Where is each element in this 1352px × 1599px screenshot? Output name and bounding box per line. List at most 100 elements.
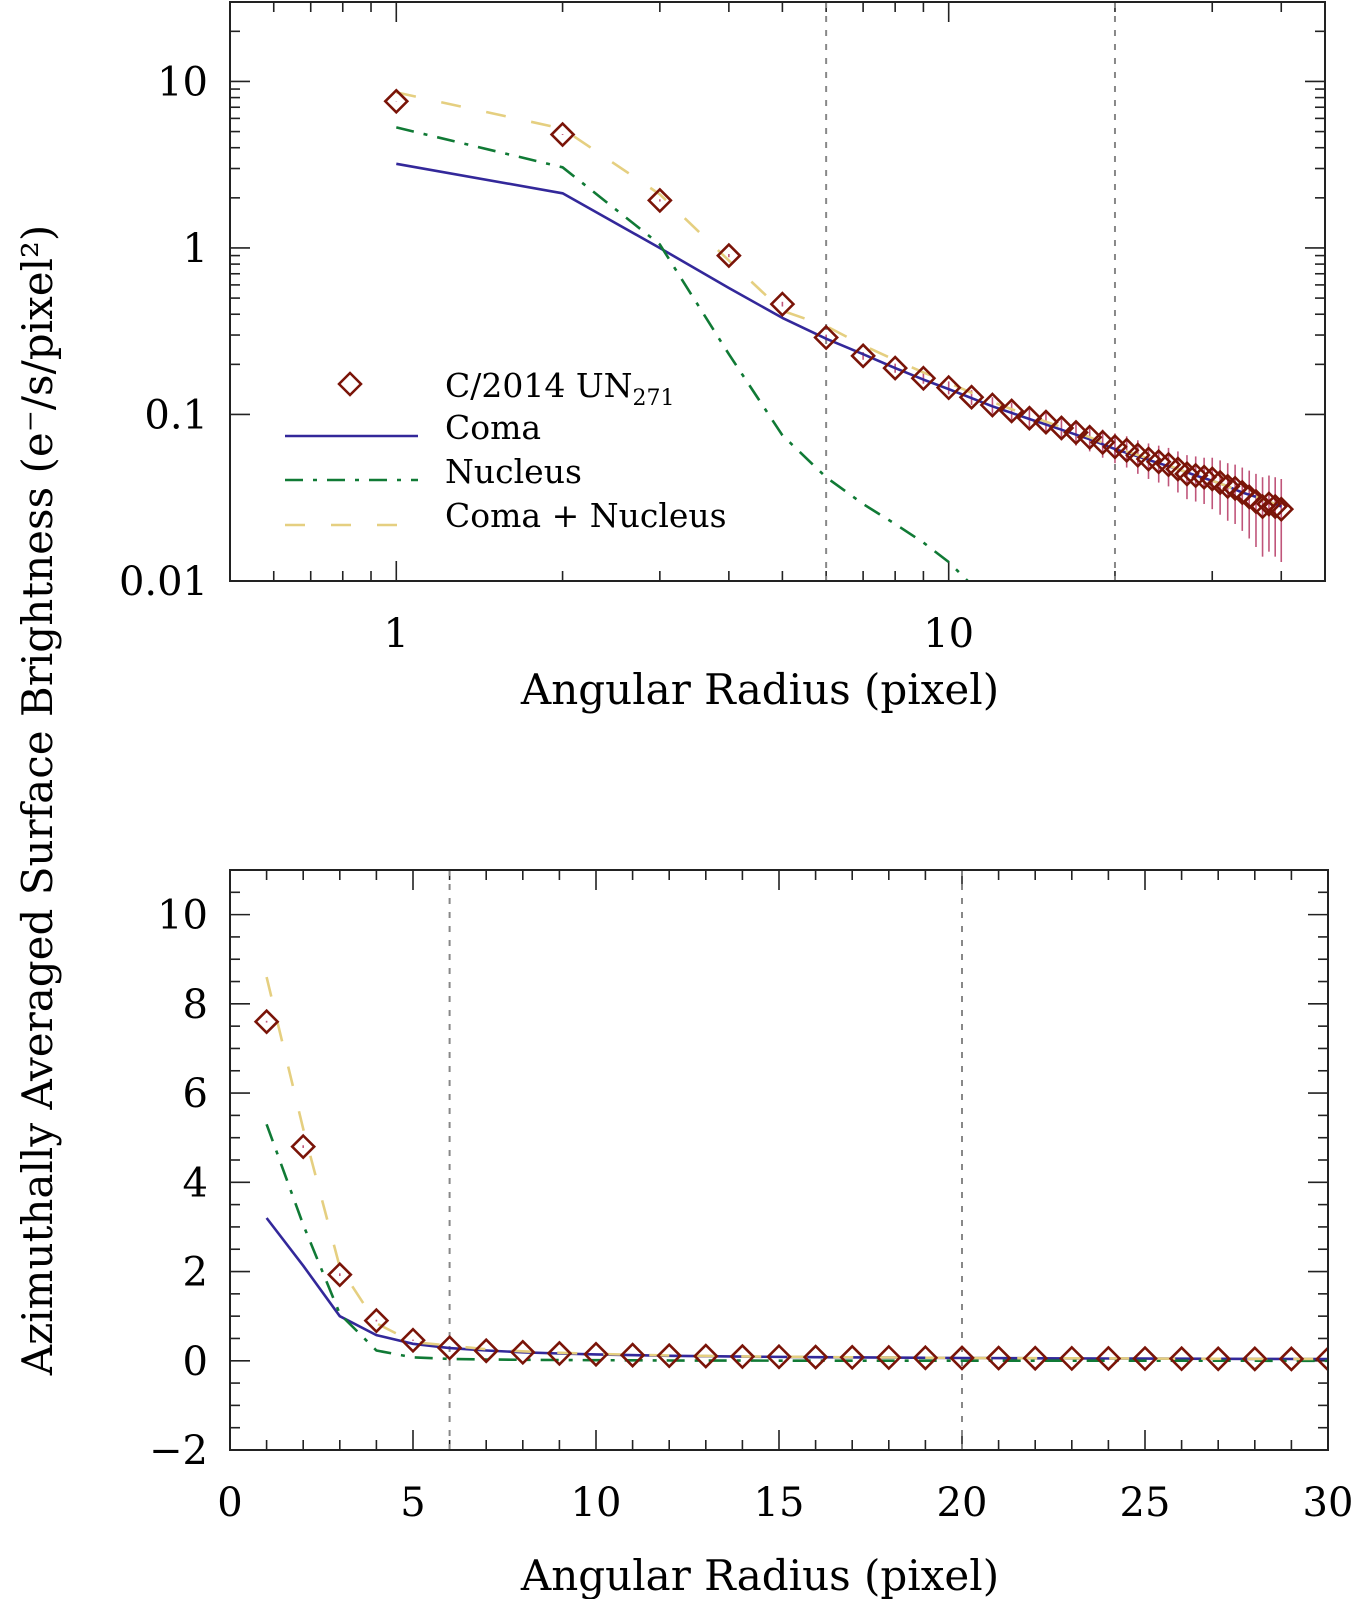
y-axis-title: Azimuthally Averaged Surface Brightness … [13,225,62,1377]
legend-label-combined: Coma + Nucleus [445,496,727,535]
bottom-data-point [1315,1346,1328,1372]
top-data-point [910,365,937,392]
bottom-data-point [1278,1346,1305,1372]
bottom-data-point [985,1345,1012,1371]
top-series-nucleus [395,126,970,581]
bottom-data-point [583,1341,609,1368]
top-data-point [1145,448,1172,475]
legend-label-coma: Coma [445,408,541,447]
top-data-point [1016,405,1043,432]
bottom-data-point [1241,1346,1268,1372]
bottom-data-point [692,1343,719,1369]
top-x-tick-label: 10 [923,611,974,657]
top-data-point [1089,429,1116,456]
top-data-point [1249,493,1276,520]
top-frame [229,1,1326,582]
bottom-x-tick-label: 15 [754,1480,805,1526]
bottom-x-tick-label: 10 [571,1480,622,1526]
top-data-point [1256,491,1282,517]
top-data-point [383,88,410,115]
top-panel-log-plot: 1 10 0.01 0.1 1 10 [119,1,1326,657]
top-y-tick-label: 0.01 [119,559,208,605]
bottom-plot-area [253,976,1328,1372]
top-data-point [1174,461,1200,487]
top-data-point [850,343,876,369]
legend-item-combined: Coma + Nucleus [285,496,727,535]
bottom-data-point [729,1343,756,1370]
bottom-data-point [839,1344,866,1371]
bottom-data-point [473,1337,500,1364]
top-plot-area [383,88,1295,581]
bottom-data-point [766,1343,792,1370]
bottom-data-point [509,1339,536,1366]
bottom-y-tick-label: 6 [183,1071,208,1117]
bottom-y-tick-label: 0 [183,1339,208,1385]
legend-label-observed: C/2014 UN271 [445,366,675,411]
bottom-frame [229,869,1329,1451]
bottom-data-point [1022,1345,1049,1372]
bottom-data-point [363,1307,390,1334]
bottom-series-nucleus [265,1123,1328,1363]
bottom-data-point [1168,1345,1195,1372]
top-data-point [1076,424,1103,451]
bottom-data-point [546,1340,573,1367]
bottom-data-point [436,1334,463,1361]
bottom-x-tick-label: 5 [400,1480,425,1526]
legend: C/2014 UN271 Coma Nucleus Coma + Nucleus [285,366,727,535]
top-y-tick-label: 0.1 [144,392,208,438]
bottom-x-tick-label: 30 [1303,1480,1352,1526]
bottom-data-point [1095,1345,1122,1372]
legend-label-nucleus: Nucleus [445,452,582,491]
top-data-point [1268,496,1295,523]
top-data-point [1033,409,1059,435]
bottom-x-tick-label: 20 [937,1480,988,1526]
bottom-y-tick-label: 4 [183,1160,208,1206]
bottom-data-point [253,1008,280,1035]
top-data-point [769,291,796,317]
top-y-tick-label: 1 [183,226,208,272]
top-data-point [1262,493,1289,520]
bottom-data-point [1058,1345,1085,1372]
top-data-point [1199,466,1226,492]
bottom-data-point [949,1345,975,1371]
top-data-point [882,355,908,381]
top-data-point [1182,462,1209,489]
top-data-point [716,242,742,269]
top-data-point [647,187,673,214]
top-y-tick-label: 10 [157,59,208,105]
legend-item-nucleus: Nucleus [285,452,582,491]
legend-diamond-marker [337,371,363,397]
top-data-point [1207,469,1233,496]
bottom-data-point [400,1327,426,1354]
top-data-point [958,384,985,411]
legend-item-coma: Coma [285,408,541,447]
bottom-data-point [656,1342,683,1369]
bottom-data-point [1205,1345,1232,1372]
top-data-point [1048,415,1075,441]
top-data-point [1236,484,1263,510]
bottom-data-point [619,1342,646,1368]
top-data-point [1214,473,1241,500]
top-ticks [229,1,1325,581]
bottom-data-point [802,1344,829,1370]
bottom-data-point [290,1133,317,1160]
top-data-point [1063,419,1089,446]
top-data-point [1191,464,1217,491]
bottom-x-tick-label: 0 [217,1480,242,1526]
bottom-data-point [875,1344,902,1371]
top-data-point [998,398,1025,424]
bottom-x-tick-label: 25 [1120,1480,1171,1526]
bottom-series-combined [265,976,1328,1361]
top-data-point [1222,475,1248,502]
bottom-data-point [1132,1345,1158,1372]
top-x-axis-title: Angular Radius (pixel) [520,665,999,714]
top-x-tick-label: 1 [384,611,409,657]
top-data-point [1229,479,1256,506]
bottom-x-axis-title: Angular Radius (pixel) [520,1551,999,1599]
bottom-data-point [912,1344,939,1371]
top-data-point [549,121,576,148]
bottom-ticks [229,869,1329,1451]
bottom-y-tick-label: 2 [183,1250,208,1296]
